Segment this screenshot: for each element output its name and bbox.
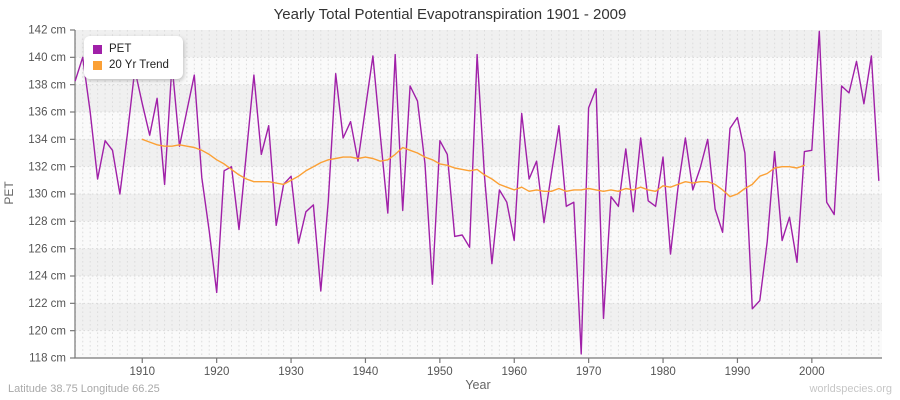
- legend-item-pet[interactable]: PET: [93, 41, 169, 57]
- y-tick-label: 126 cm: [28, 243, 66, 255]
- y-tick-label: 140 cm: [28, 52, 66, 64]
- x-tick-label: 1980: [650, 366, 676, 378]
- plot-band: [75, 303, 882, 331]
- x-axis-title: Year: [465, 378, 491, 392]
- y-tick-label: 128 cm: [28, 216, 66, 228]
- x-tick-label: 1960: [501, 366, 527, 378]
- plot-band: [75, 221, 882, 249]
- plot-band: [75, 276, 882, 304]
- legend-item-trend[interactable]: 20 Yr Trend: [93, 57, 169, 73]
- chart-title: Yearly Total Potential Evapotranspiratio…: [273, 6, 627, 23]
- coordinates-label: Latitude 38.75 Longitude 66.25: [8, 383, 160, 395]
- y-tick-label: 134 cm: [28, 134, 66, 146]
- y-tick-label: 130 cm: [28, 189, 66, 201]
- trend-series-swatch-icon: [93, 60, 102, 70]
- legend: PET 20 Yr Trend: [84, 36, 183, 79]
- x-tick-label: 2000: [799, 366, 825, 378]
- y-axis-title: PET: [2, 181, 16, 205]
- legend-label-trend: 20 Yr Trend: [109, 59, 169, 71]
- x-tick-label: 1950: [427, 366, 453, 378]
- y-tick-label: 132 cm: [28, 161, 66, 173]
- y-tick-label: 138 cm: [28, 79, 66, 91]
- y-tick-label: 142 cm: [28, 25, 66, 37]
- plot-band: [75, 112, 882, 140]
- y-tick-label: 118 cm: [29, 353, 66, 365]
- x-tick-label: 1990: [725, 366, 751, 378]
- watermark: worldspecies.org: [809, 383, 892, 395]
- x-tick-label: 1940: [353, 366, 379, 378]
- plot-band: [75, 194, 882, 222]
- plot-band: [75, 330, 882, 358]
- y-tick-label: 120 cm: [28, 325, 66, 337]
- y-tick-label: 122 cm: [28, 298, 66, 310]
- pet-series-swatch-icon: [93, 44, 102, 54]
- y-tick-label: 136 cm: [28, 107, 66, 119]
- plot-band: [75, 248, 882, 276]
- x-tick-label: 1920: [204, 366, 230, 378]
- pet-line-series: [74, 30, 880, 355]
- x-tick-label: 1910: [129, 366, 155, 378]
- x-tick-label: 1930: [278, 366, 304, 378]
- y-tick-label: 124 cm: [28, 271, 66, 283]
- trend-line-series: [141, 138, 806, 198]
- plot-band: [75, 30, 882, 58]
- plot-band: [75, 139, 882, 167]
- x-tick-label: 1970: [576, 366, 602, 378]
- legend-label-pet: PET: [109, 43, 132, 55]
